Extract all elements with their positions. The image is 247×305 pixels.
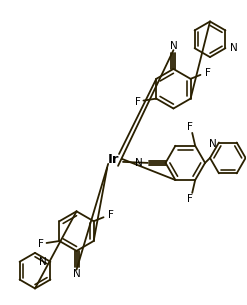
Text: F: F xyxy=(187,194,193,204)
Text: N: N xyxy=(135,158,143,168)
Text: F: F xyxy=(206,68,211,78)
Text: F: F xyxy=(108,210,114,220)
Text: N: N xyxy=(169,41,177,51)
Text: N: N xyxy=(39,257,46,267)
Text: N: N xyxy=(209,138,217,149)
Text: F: F xyxy=(187,122,193,132)
Text: Ir: Ir xyxy=(107,153,119,167)
Text: N: N xyxy=(73,269,81,279)
Text: N: N xyxy=(230,43,238,53)
Text: F: F xyxy=(135,97,141,106)
Text: F: F xyxy=(38,239,43,249)
